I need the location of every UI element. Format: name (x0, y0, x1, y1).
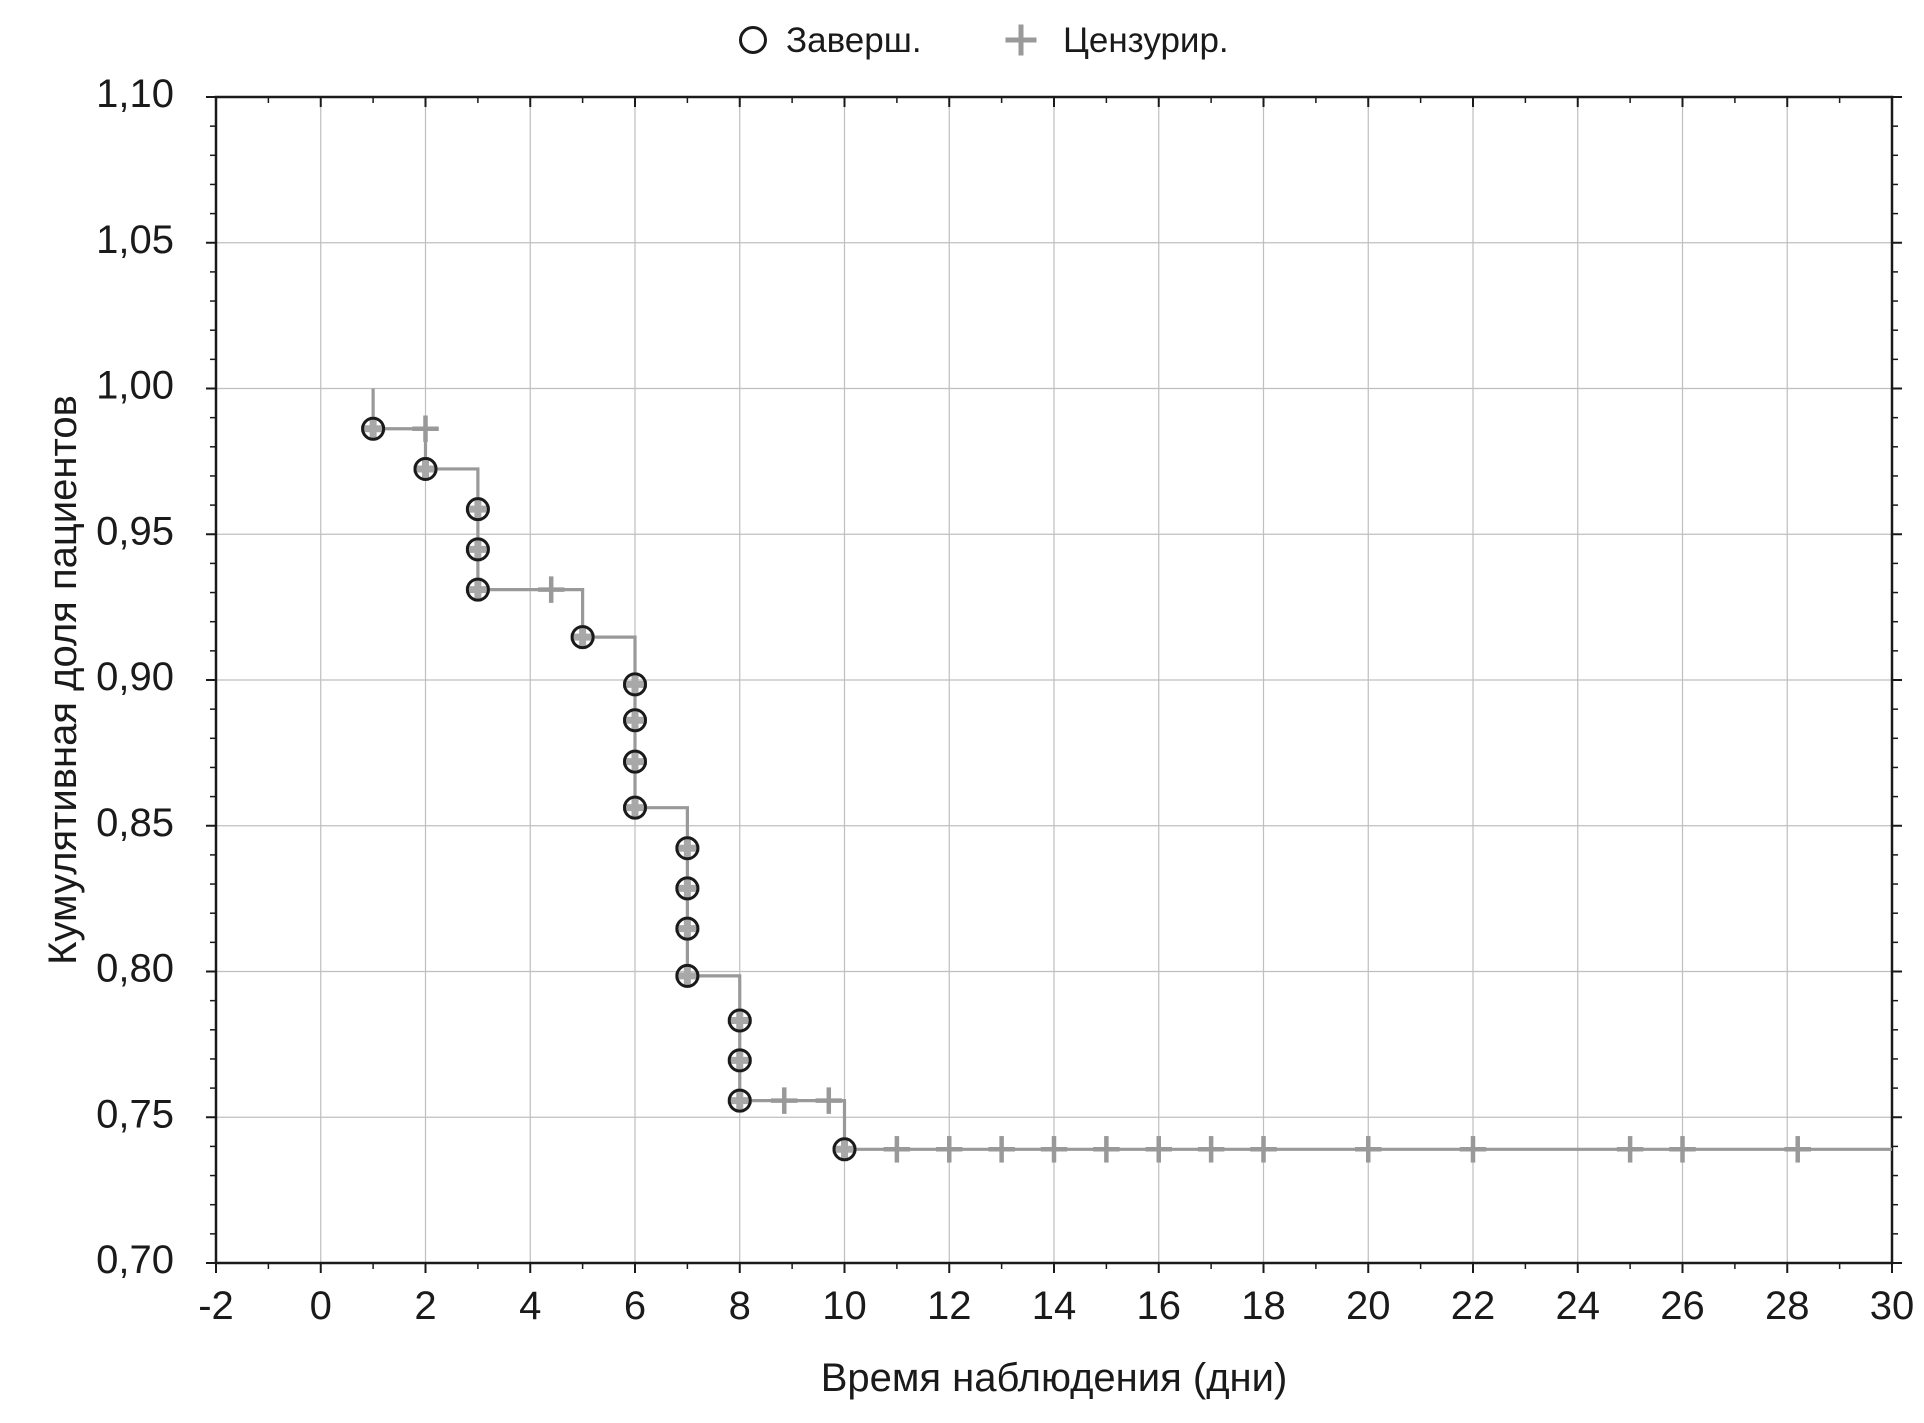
svg-text:Заверш.: Заверш. (786, 21, 922, 60)
svg-text:26: 26 (1660, 1284, 1705, 1328)
svg-text:16: 16 (1137, 1284, 1182, 1328)
svg-text:0,95: 0,95 (96, 509, 174, 553)
svg-text:10: 10 (822, 1284, 867, 1328)
svg-text:20: 20 (1346, 1284, 1391, 1328)
svg-text:1,05: 1,05 (96, 218, 174, 262)
svg-text:22: 22 (1451, 1284, 1496, 1328)
svg-text:-2: -2 (198, 1284, 234, 1328)
svg-text:18: 18 (1241, 1284, 1286, 1328)
svg-text:0,70: 0,70 (96, 1238, 174, 1282)
svg-text:30: 30 (1870, 1284, 1915, 1328)
svg-text:12: 12 (927, 1284, 972, 1328)
svg-text:24: 24 (1556, 1284, 1601, 1328)
svg-text:0,85: 0,85 (96, 801, 174, 845)
svg-text:0,90: 0,90 (96, 655, 174, 699)
svg-text:Кумулятивная доля пациентов: Кумулятивная доля пациентов (41, 395, 85, 965)
svg-text:0,80: 0,80 (96, 947, 174, 991)
svg-text:1,00: 1,00 (96, 364, 174, 408)
svg-text:1,10: 1,10 (96, 72, 174, 116)
svg-text:8: 8 (729, 1284, 751, 1328)
svg-text:Время наблюдения (дни): Время наблюдения (дни) (821, 1356, 1288, 1400)
svg-text:0,75: 0,75 (96, 1092, 174, 1136)
svg-text:2: 2 (414, 1284, 436, 1328)
svg-text:4: 4 (519, 1284, 541, 1328)
svg-text:Цензурир.: Цензурир. (1063, 21, 1229, 60)
svg-text:6: 6 (624, 1284, 646, 1328)
svg-text:0: 0 (310, 1284, 332, 1328)
svg-text:28: 28 (1765, 1284, 1810, 1328)
svg-text:14: 14 (1032, 1284, 1077, 1328)
